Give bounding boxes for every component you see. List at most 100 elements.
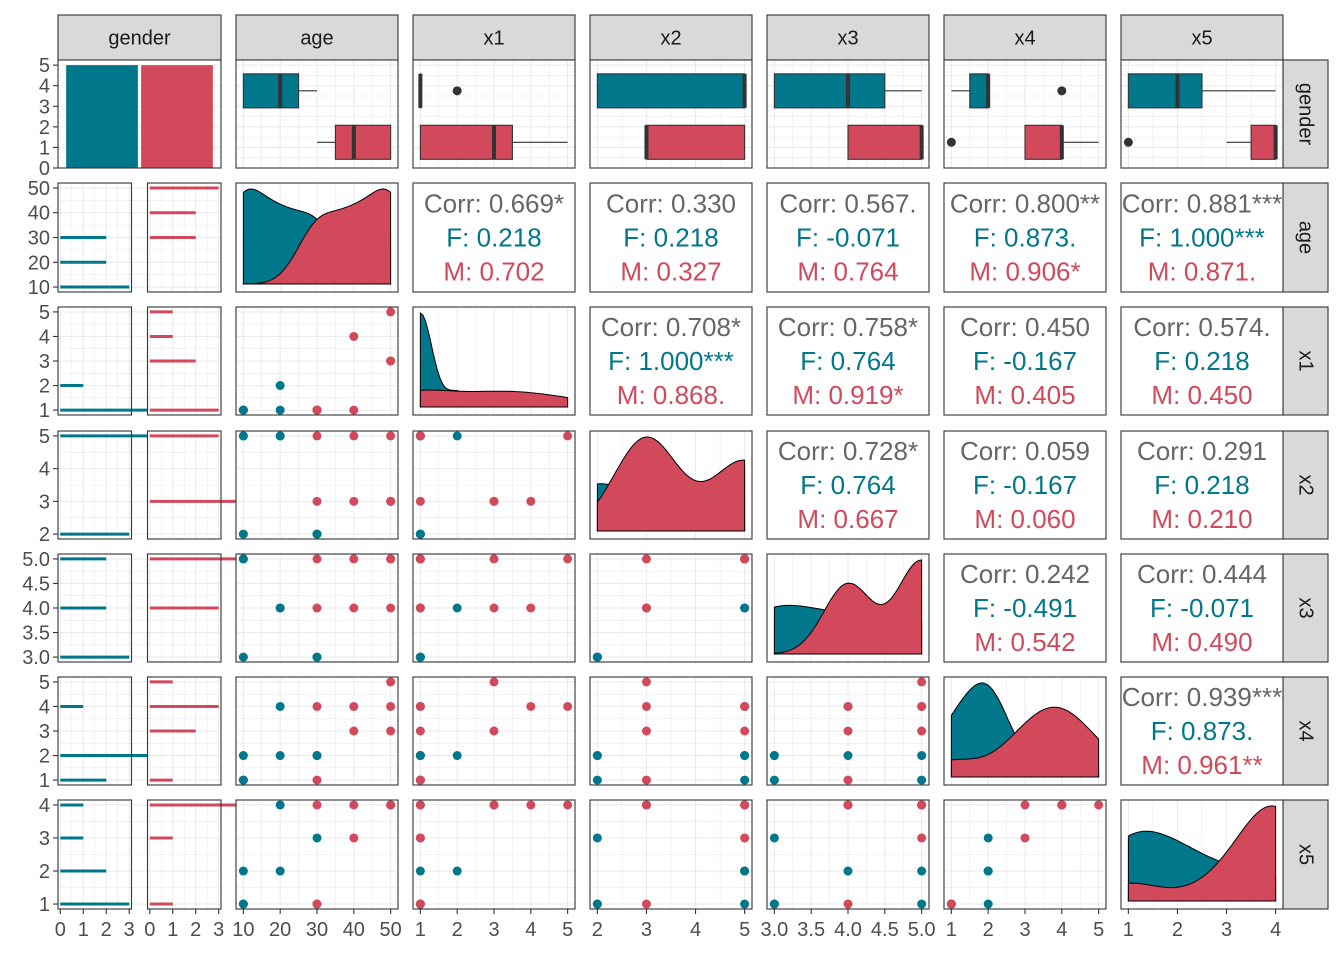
row-strip-label: x2 bbox=[1295, 474, 1317, 495]
M-group-correlation-label: M: 0.919* bbox=[792, 380, 903, 410]
panel-background bbox=[944, 183, 1106, 292]
strip-background bbox=[235, 14, 399, 61]
F-group-correlation-label: F: 0.218 bbox=[446, 223, 541, 253]
scatter-point-M bbox=[312, 800, 322, 810]
panel-age-age bbox=[235, 182, 399, 293]
M-group-correlation-label: M: 0.060 bbox=[974, 504, 1075, 534]
scatter-point-F bbox=[740, 751, 750, 761]
scatter-point-M bbox=[349, 331, 359, 341]
scatter-point-F bbox=[312, 529, 322, 539]
F-group-correlation-label: F: 1.000*** bbox=[1139, 223, 1265, 253]
facet-border bbox=[146, 676, 222, 786]
x-tick-label: 2 bbox=[983, 919, 994, 941]
panel-border bbox=[589, 59, 753, 169]
boxplot-F bbox=[418, 73, 462, 109]
panel-age-x4: Corr: 0.800** F: 0.873. M: 0.906* bbox=[943, 182, 1107, 293]
panel-x5-x1 bbox=[412, 799, 576, 910]
scatter-point-M bbox=[312, 775, 322, 785]
y-tick-label: 5 bbox=[39, 302, 50, 324]
panel-border bbox=[589, 676, 753, 786]
histogram-M bbox=[146, 306, 222, 416]
scatter-point-F bbox=[238, 431, 248, 441]
scatter-point-M bbox=[740, 800, 750, 810]
scatter-point-F bbox=[740, 899, 750, 909]
bar-F bbox=[66, 65, 138, 168]
x-tick-label: 4 bbox=[1270, 919, 1281, 941]
x-tick-label: 0 bbox=[55, 919, 66, 941]
density-M bbox=[596, 436, 746, 532]
scatter-point-F bbox=[275, 751, 285, 761]
panel-border bbox=[589, 553, 753, 663]
box bbox=[334, 124, 392, 160]
row-strip-age: age bbox=[1282, 182, 1329, 293]
y-tick-label: 5 bbox=[39, 426, 50, 448]
y-tick-label: 2 bbox=[39, 376, 50, 398]
overall-correlation-label: Corr: 0.708* bbox=[601, 312, 741, 342]
panel-border bbox=[235, 59, 399, 169]
density-M bbox=[950, 706, 1100, 778]
panel-border bbox=[766, 553, 930, 663]
box bbox=[1024, 124, 1063, 160]
scatter-point-M bbox=[349, 701, 359, 711]
x-tick-label: 40 bbox=[343, 919, 365, 941]
scatter-point-M bbox=[415, 726, 425, 736]
scatter-point-M bbox=[415, 899, 425, 909]
panel-border bbox=[766, 59, 930, 169]
correlation-text-group: Corr: 0.669* F: 0.218 M: 0.702 bbox=[424, 189, 564, 287]
scatter-point-M bbox=[526, 701, 536, 711]
scatter-point-M bbox=[641, 800, 651, 810]
panel-gridlines bbox=[413, 677, 575, 785]
F-group-correlation-label: F: 0.218 bbox=[1154, 470, 1249, 500]
scatter-point-M bbox=[740, 701, 750, 711]
y-tick-label: 4 bbox=[39, 795, 50, 817]
panel-border bbox=[235, 553, 399, 663]
y-tick-label: 10 bbox=[28, 277, 50, 299]
scatter-point-F bbox=[415, 866, 425, 876]
scatter-point-M bbox=[641, 775, 651, 785]
scatter-point-F bbox=[275, 431, 285, 441]
correlation-text-group: Corr: 0.708* F: 1.000*** M: 0.868. bbox=[601, 312, 741, 410]
panel-border bbox=[943, 182, 1107, 293]
scatter-point-M bbox=[415, 603, 425, 613]
scatter-point-M bbox=[386, 603, 396, 613]
y-tick-label: 2 bbox=[39, 524, 50, 546]
boxplot-M bbox=[847, 124, 924, 160]
y-tick-label: 5.0 bbox=[22, 549, 50, 571]
panel-border bbox=[766, 306, 930, 416]
overall-correlation-label: Corr: 0.291 bbox=[1137, 436, 1267, 466]
scatter-point-F bbox=[769, 751, 779, 761]
y-tick-label: 30 bbox=[28, 228, 50, 250]
panel-x3-x5: Corr: 0.444 F: -0.071 M: 0.490 bbox=[1120, 553, 1284, 663]
scatter-point-M bbox=[1094, 800, 1104, 810]
y-tick-label: 1 bbox=[39, 770, 50, 792]
scatter-point-M bbox=[386, 726, 396, 736]
panel-gridlines bbox=[590, 800, 752, 909]
scatter-point-M bbox=[312, 899, 322, 909]
panel-x1-x5: Corr: 0.574. F: 0.218 M: 0.450 bbox=[1120, 306, 1284, 416]
scatter-point-M bbox=[349, 603, 359, 613]
panel-background bbox=[1121, 431, 1283, 539]
scatter-point-M bbox=[312, 405, 322, 415]
scatter-point-M bbox=[349, 405, 359, 415]
row-strip-x4: x4 bbox=[1282, 676, 1329, 786]
boxplot-M bbox=[419, 124, 568, 160]
x-axis-x3: 3.0 3.5 4.0 4.5 5.0 bbox=[760, 909, 936, 941]
panel-border bbox=[235, 182, 399, 293]
correlation-text-group: Corr: 0.242 F: -0.491 M: 0.542 bbox=[960, 559, 1090, 657]
x-axis-x4: 1 2 3 4 5 bbox=[946, 909, 1104, 941]
scatter-point-F bbox=[452, 751, 462, 761]
y-tick-label: 3 bbox=[39, 721, 50, 743]
strip-background bbox=[1282, 306, 1329, 416]
y-tick-label: 2 bbox=[39, 746, 50, 768]
panel-x2-x1 bbox=[412, 430, 576, 540]
density-M bbox=[1127, 805, 1277, 902]
x-tick-label: 4 bbox=[525, 919, 536, 941]
panel-border bbox=[766, 182, 930, 293]
panel-x5-x4 bbox=[943, 799, 1107, 910]
scatter-point-F bbox=[238, 751, 248, 761]
x-tick-label: 2 bbox=[1172, 919, 1183, 941]
overall-correlation-label: Corr: 0.728* bbox=[778, 436, 918, 466]
x-tick-label: 3 bbox=[1221, 919, 1232, 941]
panel-gridlines bbox=[767, 800, 929, 909]
